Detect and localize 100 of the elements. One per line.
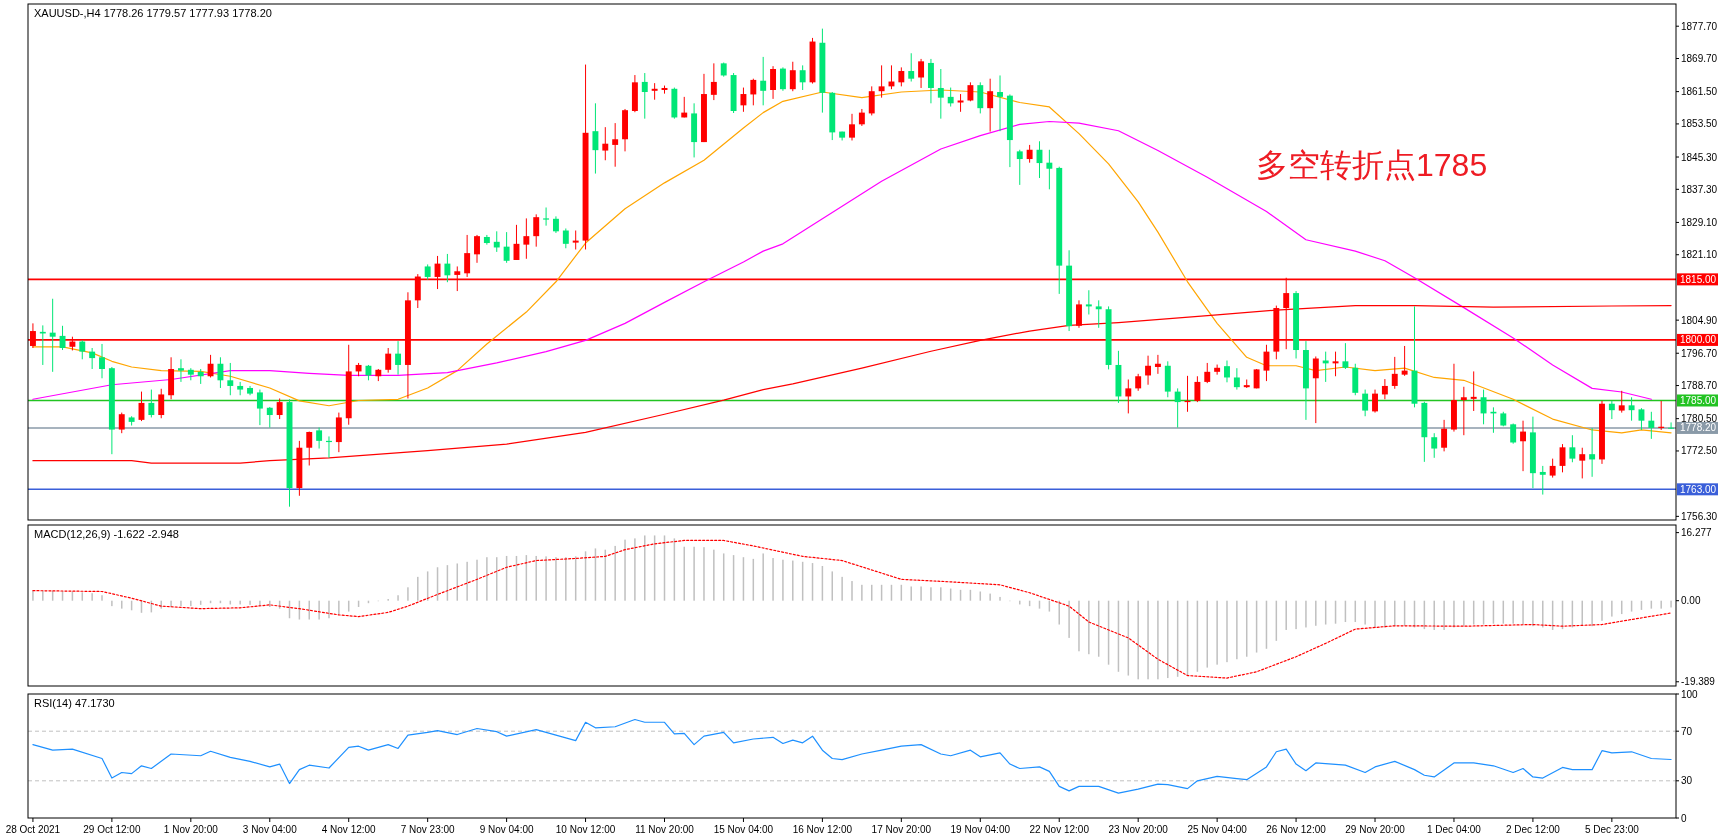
y-tick-label: 16.277 [1681, 527, 1713, 539]
ref-line-label: 1778.20 [1680, 422, 1717, 434]
candlestick [1085, 289, 1092, 315]
candlestick [572, 230, 579, 250]
annotation: 多空转折点1785 [1256, 147, 1488, 183]
candlestick [464, 234, 471, 278]
candlestick [1460, 386, 1467, 436]
ref-line-label: 1763.00 [1680, 483, 1717, 495]
candlestick [1046, 149, 1053, 190]
candlestick [1145, 355, 1152, 386]
candlestick [997, 74, 1003, 132]
candlestick [1174, 387, 1181, 429]
candlestick [1539, 465, 1546, 496]
y-tick-label: 1837.30 [1681, 183, 1718, 195]
y-tick-label: 1853.50 [1681, 118, 1718, 130]
candlestick [533, 213, 540, 248]
candlestick [947, 87, 954, 108]
candlestick [1589, 427, 1596, 478]
candlestick [1579, 447, 1586, 479]
y-tick-label: 0 [1681, 812, 1687, 824]
candlestick [474, 234, 480, 264]
candlestick [1391, 356, 1398, 390]
y-tick-label: 30 [1681, 775, 1693, 787]
candlestick [1381, 378, 1388, 400]
y-tick-label: 0.00 [1681, 595, 1701, 607]
x-tick-label: 1 Dec 04:00 [1427, 824, 1482, 835]
candlestick [148, 389, 155, 418]
candlestick [562, 227, 569, 249]
candlestick [779, 66, 786, 92]
candlestick [99, 343, 105, 379]
candlestick [602, 126, 609, 161]
candlestick [1638, 407, 1645, 431]
candlestick [1332, 351, 1339, 377]
candlestick [612, 122, 619, 168]
chart-title: RSI(14) 47.1730 [34, 697, 115, 709]
candlestick [178, 358, 184, 383]
y-tick-label: 1796.70 [1681, 347, 1718, 359]
candlestick [1401, 345, 1408, 377]
ref-line-label: 1815.00 [1680, 273, 1717, 285]
candlestick [592, 102, 599, 175]
candlestick [750, 78, 757, 106]
candlestick [1618, 390, 1625, 414]
x-tick-label: 23 Nov 20:00 [1108, 824, 1169, 835]
candlestick [1372, 389, 1378, 414]
candlestick [977, 81, 984, 114]
x-tick-label: 2 Dec 12:00 [1505, 824, 1561, 835]
candlestick [1569, 434, 1576, 463]
y-tick-label: 1877.70 [1681, 20, 1718, 32]
ref-line-label: 1785.00 [1680, 394, 1717, 406]
candlestick [1628, 396, 1635, 422]
candlestick [89, 347, 96, 370]
x-tick-label: 16 Nov 12:00 [792, 824, 853, 835]
line-series [32, 120, 1652, 400]
x-tick-label: 29 Oct 12:00 [83, 824, 141, 835]
x-tick-label: 11 Nov 20:00 [635, 824, 695, 835]
candlestick [49, 298, 56, 373]
candlestick [1608, 400, 1615, 420]
y-tick-label: 100 [1681, 688, 1699, 700]
line-series [32, 539, 1672, 679]
x-tick-label: 4 Nov 12:00 [321, 824, 377, 835]
candlestick [789, 61, 796, 92]
candlestick [1480, 389, 1487, 425]
candlestick [256, 389, 263, 426]
candlestick [316, 427, 323, 450]
candlestick [493, 230, 500, 253]
candlestick [760, 56, 767, 106]
candlestick [543, 206, 550, 227]
candlestick [118, 412, 125, 434]
candlestick [1312, 355, 1319, 424]
candlestick [503, 231, 510, 264]
candlestick [158, 388, 165, 419]
y-tick-label: 70 [1681, 725, 1693, 737]
candlestick [1342, 342, 1349, 370]
x-tick-label: 25 Nov 04:00 [1187, 824, 1248, 835]
chart-title: XAUUSD-,H4 1778.26 1779.57 1777.93 1778.20 [34, 7, 272, 19]
x-tick-label: 26 Nov 12:00 [1266, 824, 1327, 835]
y-tick-label: 1861.50 [1681, 86, 1718, 98]
candlestick [849, 113, 855, 141]
y-tick-label: 1788.70 [1681, 380, 1718, 392]
candlestick [444, 253, 451, 283]
x-tick-label: 15 Nov 04:00 [713, 824, 774, 835]
candlestick [1648, 411, 1655, 440]
candlestick [1204, 362, 1211, 384]
candlestick [641, 72, 648, 120]
candlestick [799, 64, 806, 91]
x-tick-label: 28 Oct 2021 [5, 824, 61, 835]
candlestick [1549, 458, 1556, 479]
candlestick [266, 406, 273, 429]
candlestick [740, 87, 747, 113]
candlestick [1233, 367, 1240, 391]
candlestick [1214, 364, 1221, 376]
y-tick-label: 1829.10 [1681, 216, 1718, 228]
y-tick-label: 1821.10 [1681, 249, 1718, 261]
chart-title: MACD(12,26,9) -1.622 -2.948 [34, 528, 179, 540]
y-tick-label: 1756.30 [1681, 510, 1718, 522]
y-tick-label: 1804.90 [1681, 314, 1718, 326]
candlestick [395, 340, 402, 376]
candlestick [898, 66, 905, 87]
x-tick-label: 5 Dec 23:00 [1584, 824, 1640, 835]
candlestick [1441, 419, 1448, 452]
